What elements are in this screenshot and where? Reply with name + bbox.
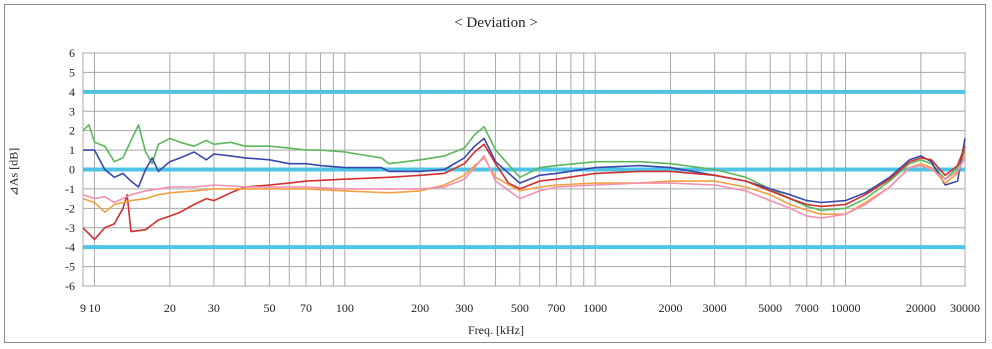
x-tick-label: 30 bbox=[208, 301, 220, 315]
x-tick-label: 30000 bbox=[950, 301, 980, 315]
series-line-4 bbox=[82, 153, 966, 215]
x-tick-label: 300 bbox=[455, 301, 473, 315]
y-tick-label: 3 bbox=[69, 104, 75, 118]
x-tick-label: 2000 bbox=[659, 301, 683, 315]
x-tick-label: 20 bbox=[164, 301, 176, 315]
x-tick-label: 1000 bbox=[583, 301, 607, 315]
series-line-3 bbox=[82, 143, 966, 241]
chart-title: < Deviation > bbox=[454, 15, 538, 31]
x-tick-label: 7000 bbox=[795, 301, 819, 315]
y-tick-label: -5 bbox=[65, 260, 75, 274]
y-tick-label: -1 bbox=[65, 182, 75, 196]
series-group bbox=[82, 124, 966, 241]
y-tick-label: 4 bbox=[69, 85, 75, 99]
y-tick-label: -4 bbox=[65, 240, 75, 254]
x-tick-label: 70 bbox=[300, 301, 312, 315]
x-tick-label: 5000 bbox=[758, 301, 782, 315]
x-tick-label: 700 bbox=[547, 301, 565, 315]
y-tick-label: -3 bbox=[65, 221, 75, 235]
x-axis-label: Freq. [kHz] bbox=[468, 323, 524, 337]
y-tick-label: -6 bbox=[65, 279, 75, 293]
x-tick-label: 500 bbox=[511, 301, 529, 315]
x-tick-label: 10000 bbox=[831, 301, 861, 315]
y-tick-label: 1 bbox=[69, 143, 75, 157]
x-tick-label: 200 bbox=[411, 301, 429, 315]
y-tick-label: 0 bbox=[69, 163, 75, 177]
x-tick-label: 10 bbox=[88, 301, 100, 315]
reference-lines bbox=[83, 89, 965, 250]
series-line-2 bbox=[83, 137, 966, 204]
y-tick-label: 6 bbox=[69, 46, 75, 60]
x-tick-label: 3000 bbox=[703, 301, 727, 315]
x-tick-label: 9 bbox=[80, 301, 86, 315]
y-tick-label: 5 bbox=[69, 65, 75, 79]
x-tick-label: 100 bbox=[336, 301, 354, 315]
series-line-1 bbox=[82, 124, 966, 212]
y-tick-label: -2 bbox=[65, 201, 75, 215]
series-line-5 bbox=[82, 155, 966, 219]
x-tick-label: 20000 bbox=[906, 301, 936, 315]
y-tick-label: 2 bbox=[69, 124, 75, 138]
x-tick-label: 50 bbox=[263, 301, 275, 315]
